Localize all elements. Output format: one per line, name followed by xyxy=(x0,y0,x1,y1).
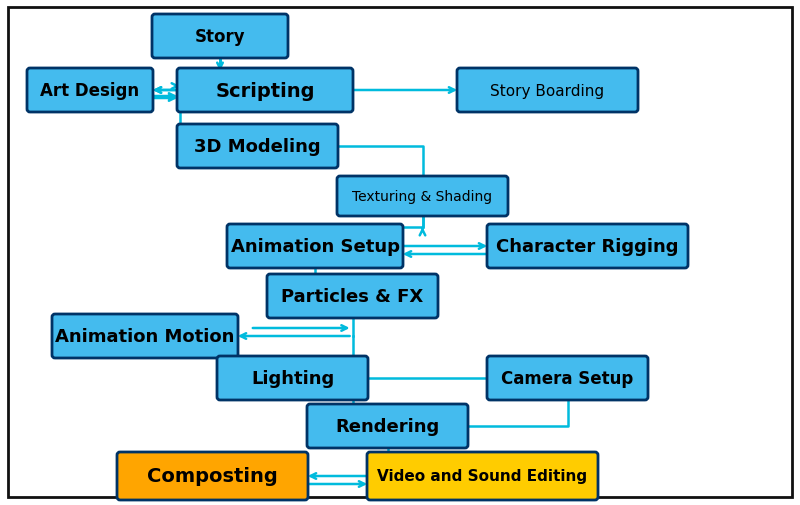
Text: Character Rigging: Character Rigging xyxy=(496,237,678,256)
FancyBboxPatch shape xyxy=(152,15,288,59)
FancyBboxPatch shape xyxy=(367,452,598,500)
FancyBboxPatch shape xyxy=(177,125,338,169)
FancyBboxPatch shape xyxy=(227,225,403,269)
Text: Texturing & Shading: Texturing & Shading xyxy=(353,189,493,204)
FancyBboxPatch shape xyxy=(267,274,438,318)
FancyBboxPatch shape xyxy=(487,225,688,269)
Text: Particles & FX: Particles & FX xyxy=(282,287,424,306)
FancyBboxPatch shape xyxy=(457,69,638,113)
FancyBboxPatch shape xyxy=(117,452,308,500)
Text: Scripting: Scripting xyxy=(215,81,314,100)
Text: Camera Setup: Camera Setup xyxy=(502,369,634,387)
Text: Art Design: Art Design xyxy=(41,82,139,100)
Text: Composting: Composting xyxy=(147,467,278,485)
FancyBboxPatch shape xyxy=(487,357,648,400)
Text: Story Boarding: Story Boarding xyxy=(490,83,605,98)
FancyBboxPatch shape xyxy=(337,177,508,217)
FancyBboxPatch shape xyxy=(307,404,468,448)
Text: Lighting: Lighting xyxy=(251,369,334,387)
Text: Story: Story xyxy=(194,28,246,46)
Text: Rendering: Rendering xyxy=(335,417,440,435)
Text: Video and Sound Editing: Video and Sound Editing xyxy=(378,469,587,484)
Text: 3D Modeling: 3D Modeling xyxy=(194,138,321,156)
FancyBboxPatch shape xyxy=(27,69,153,113)
FancyBboxPatch shape xyxy=(52,315,238,358)
FancyBboxPatch shape xyxy=(217,357,368,400)
FancyBboxPatch shape xyxy=(177,69,353,113)
Text: Animation Setup: Animation Setup xyxy=(230,237,399,256)
Text: Animation Motion: Animation Motion xyxy=(55,327,234,345)
